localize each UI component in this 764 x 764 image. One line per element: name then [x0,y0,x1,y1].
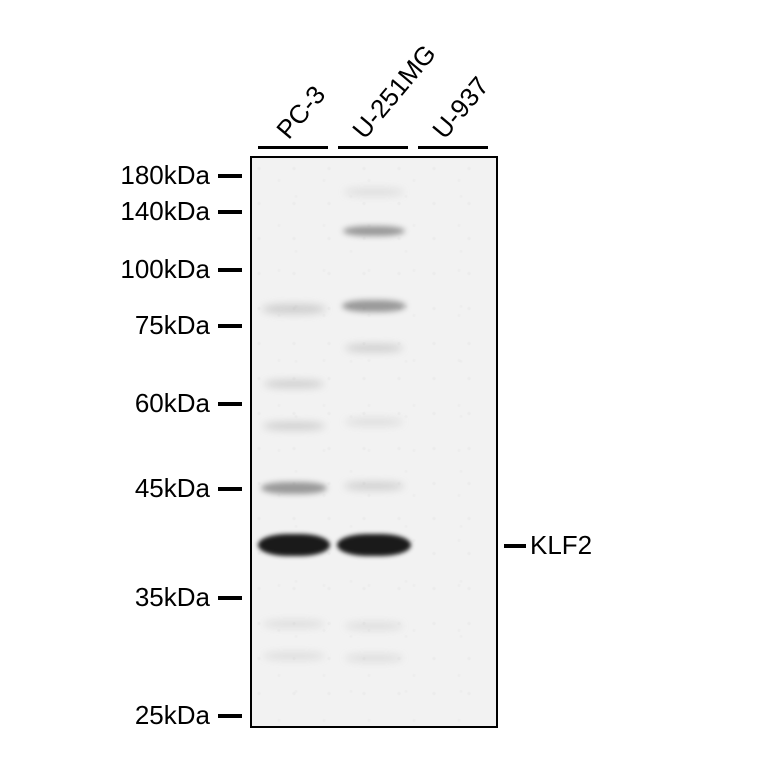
mw-tick [218,596,242,600]
mw-label: 45kDa [120,473,210,504]
band [345,344,403,352]
lane-label-u251mg: U-251MG [346,39,442,145]
mw-label: 60kDa [120,388,210,419]
western-blot-figure: PC-3 U-251MG U-937 180kDa 140kDa 100kDa … [60,80,700,720]
band [264,380,324,388]
mw-label: 25kDa [120,700,210,731]
mw-label: 75kDa [120,310,210,341]
band [344,482,404,490]
band [263,422,325,430]
blot-membrane [250,156,498,728]
lane-bar [258,146,328,149]
band-klf2 [337,534,411,556]
band-klf2 [258,534,330,556]
mw-tick [218,324,242,328]
band [345,654,403,662]
band [263,652,325,660]
lane-bar [338,146,408,149]
membrane-noise [252,158,496,726]
mw-label: 35kDa [120,582,210,613]
band [342,300,406,312]
lane-label-pc3: PC-3 [270,80,332,145]
mw-tick [218,487,242,491]
mw-label: 100kDa [110,254,210,285]
target-label-klf2: KLF2 [530,530,592,561]
band [343,226,405,236]
mw-label: 140kDa [110,196,210,227]
band [262,304,326,314]
band [345,418,403,426]
mw-tick [218,174,242,178]
target-tick [504,544,526,548]
mw-tick [218,210,242,214]
lane-label-u937: U-937 [426,71,495,145]
band [344,188,404,196]
lane-bar [418,146,488,149]
mw-tick [218,402,242,406]
band [261,482,327,494]
band [263,620,325,628]
mw-tick [218,268,242,272]
mw-tick [218,714,242,718]
mw-label: 180kDa [110,160,210,191]
band [345,622,403,630]
